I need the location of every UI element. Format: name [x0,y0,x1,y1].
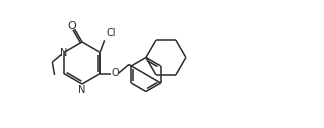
Text: O: O [111,68,119,78]
Text: O: O [68,21,76,31]
Text: Cl: Cl [107,28,116,38]
Text: N: N [78,85,86,95]
Text: N: N [60,47,67,57]
